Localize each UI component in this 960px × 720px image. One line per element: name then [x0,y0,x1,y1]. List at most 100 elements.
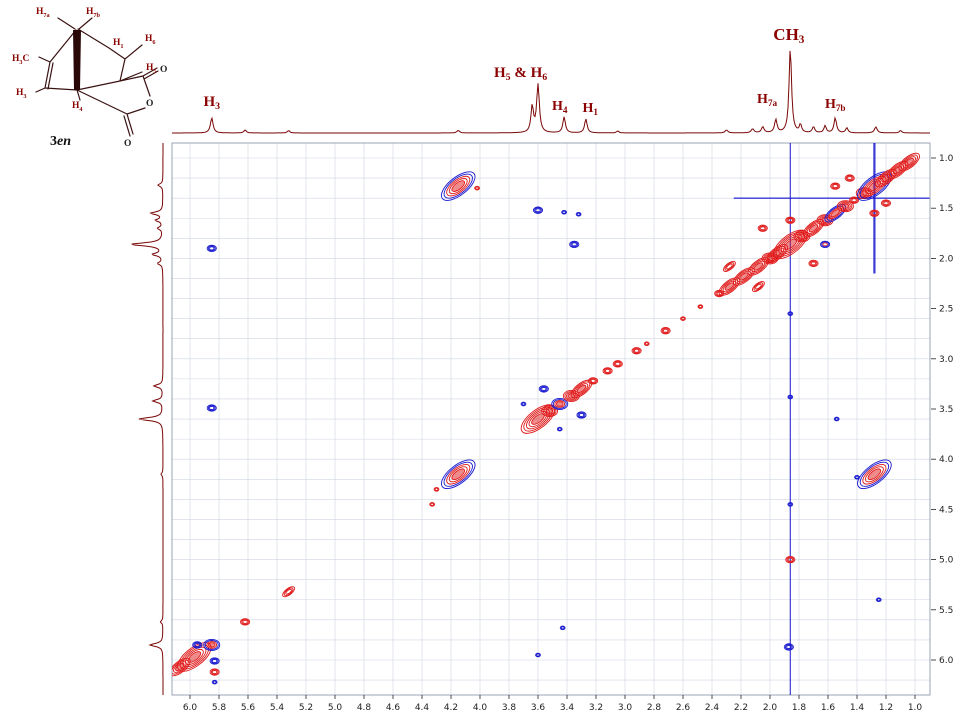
contour-peak [875,597,882,603]
contour-peak [556,426,563,432]
atom-label: H3C [12,54,30,66]
contour-peak [612,360,623,368]
y-tick-label: 2.0 [939,254,954,264]
contour-peak [660,327,671,335]
contour-peak [751,280,765,293]
x-tick-label: 4.4 [415,703,430,713]
peak-label: CH3 [773,25,805,46]
contour-peak [836,200,854,213]
contour-peak [785,216,796,224]
x-tick-label: 4.6 [386,703,401,713]
contour-peak [569,240,580,248]
x-tick-label: 2.8 [647,703,662,713]
contour-peak [588,377,599,385]
atom-label: H5 [146,63,157,75]
f1-axis: 1.0 1.5 2.0 2.5 3.0 3.5 4.0 4.5 5.0 5.5 6.0 [931,154,954,666]
contour-peak [785,555,796,564]
contour-peak [880,199,892,207]
contour-peak [820,240,831,248]
contour-peak [177,642,212,672]
atom-label: H4 [72,101,83,113]
contour-peak [240,618,251,626]
contour-peak [541,405,559,417]
x-tick-label: 5.2 [299,703,313,713]
x-tick-label: 2.2 [734,703,748,713]
contour-peak [520,404,556,434]
x-tick-label: 2.4 [705,703,720,713]
contour-peak [808,259,819,268]
contour-peak [474,185,480,191]
contour-peak [833,416,840,422]
contour-peak [631,347,642,355]
y-tick-label: 4.0 [939,455,954,465]
atom-label: H7b [86,7,101,19]
molecule-bonds [35,17,159,137]
x-tick-label: 5.4 [270,703,285,713]
contour-peak [520,401,527,407]
atom-label: O [146,99,153,109]
contour-peak [429,502,436,507]
contour-peak [575,211,582,217]
peak-label: H7b [825,97,846,113]
plot-grid [172,143,930,695]
x-tick-label: 1.6 [821,703,836,713]
contour-peak [849,196,860,204]
x-tick-label: 3.4 [560,703,575,713]
atom-label: H1 [113,38,124,50]
x-tick-label: 1.4 [850,703,865,713]
peak-label: H7a [757,92,777,108]
y-tick-label: 3.5 [939,405,953,415]
y-tick-label: 4.5 [939,505,953,515]
y-tick-label: 3.0 [939,355,954,365]
contour-peak [206,244,217,253]
contour-peak [211,679,218,685]
atom-label: O [124,139,131,149]
x-tick-label: 3.8 [502,703,517,713]
contour-peak [209,668,220,676]
contour-peak [783,643,794,651]
contour-peaks [172,152,920,685]
left-trace-path [131,143,164,695]
contour-peak [203,638,221,651]
peak-label: H4 [552,99,568,115]
y-tick-label: 1.0 [939,154,954,164]
contour-peak [787,394,794,400]
x-tick-label: 4.8 [357,703,372,713]
x-tick-label: 4.2 [444,703,458,713]
contour-peak [538,385,549,393]
compound-name: 3en [50,134,71,149]
x-tick-label: 3.2 [589,703,603,713]
contour-peak [282,586,296,598]
proton-assignment-labels: H3 H5 & H6 H4 H1 H7a CH3 H7b [203,25,845,117]
x-tick-label: 4.0 [473,703,488,713]
x-tick-label: 1.8 [792,703,807,713]
contour-peak [757,224,768,232]
atom-label: H7a [36,7,51,19]
plot-border [171,142,931,696]
x-tick-label: 6.0 [183,703,198,713]
x-tick-label: 2.6 [676,703,691,713]
y-tick-label: 5.0 [939,556,954,566]
y-tick-label: 1.5 [939,204,953,214]
contour-peak [192,641,203,649]
x-tick-label: 5.6 [241,703,256,713]
contour-peak [535,652,541,658]
bold-wedge-bond [73,30,81,90]
x-tick-label: 2.0 [763,703,778,713]
y-tick-label: 6.0 [939,656,954,666]
molecule-structure: H7a H7b H1 H6 H5 H3C H3 H4 O O O 3en [12,7,167,149]
contour-peak [551,398,569,410]
contour-peak [722,260,736,272]
contour-peak [643,341,650,346]
contour-peak [209,657,220,665]
contour-peak [576,411,587,419]
top-1d-proton-trace [172,50,930,134]
contour-peak [869,209,880,217]
contour-peak [854,475,860,480]
peak-label: H3 [203,94,220,112]
contour-peak [844,174,855,182]
contour-peak [206,404,217,412]
x-tick-label: 3.6 [531,703,546,713]
contour-peak [440,459,476,489]
